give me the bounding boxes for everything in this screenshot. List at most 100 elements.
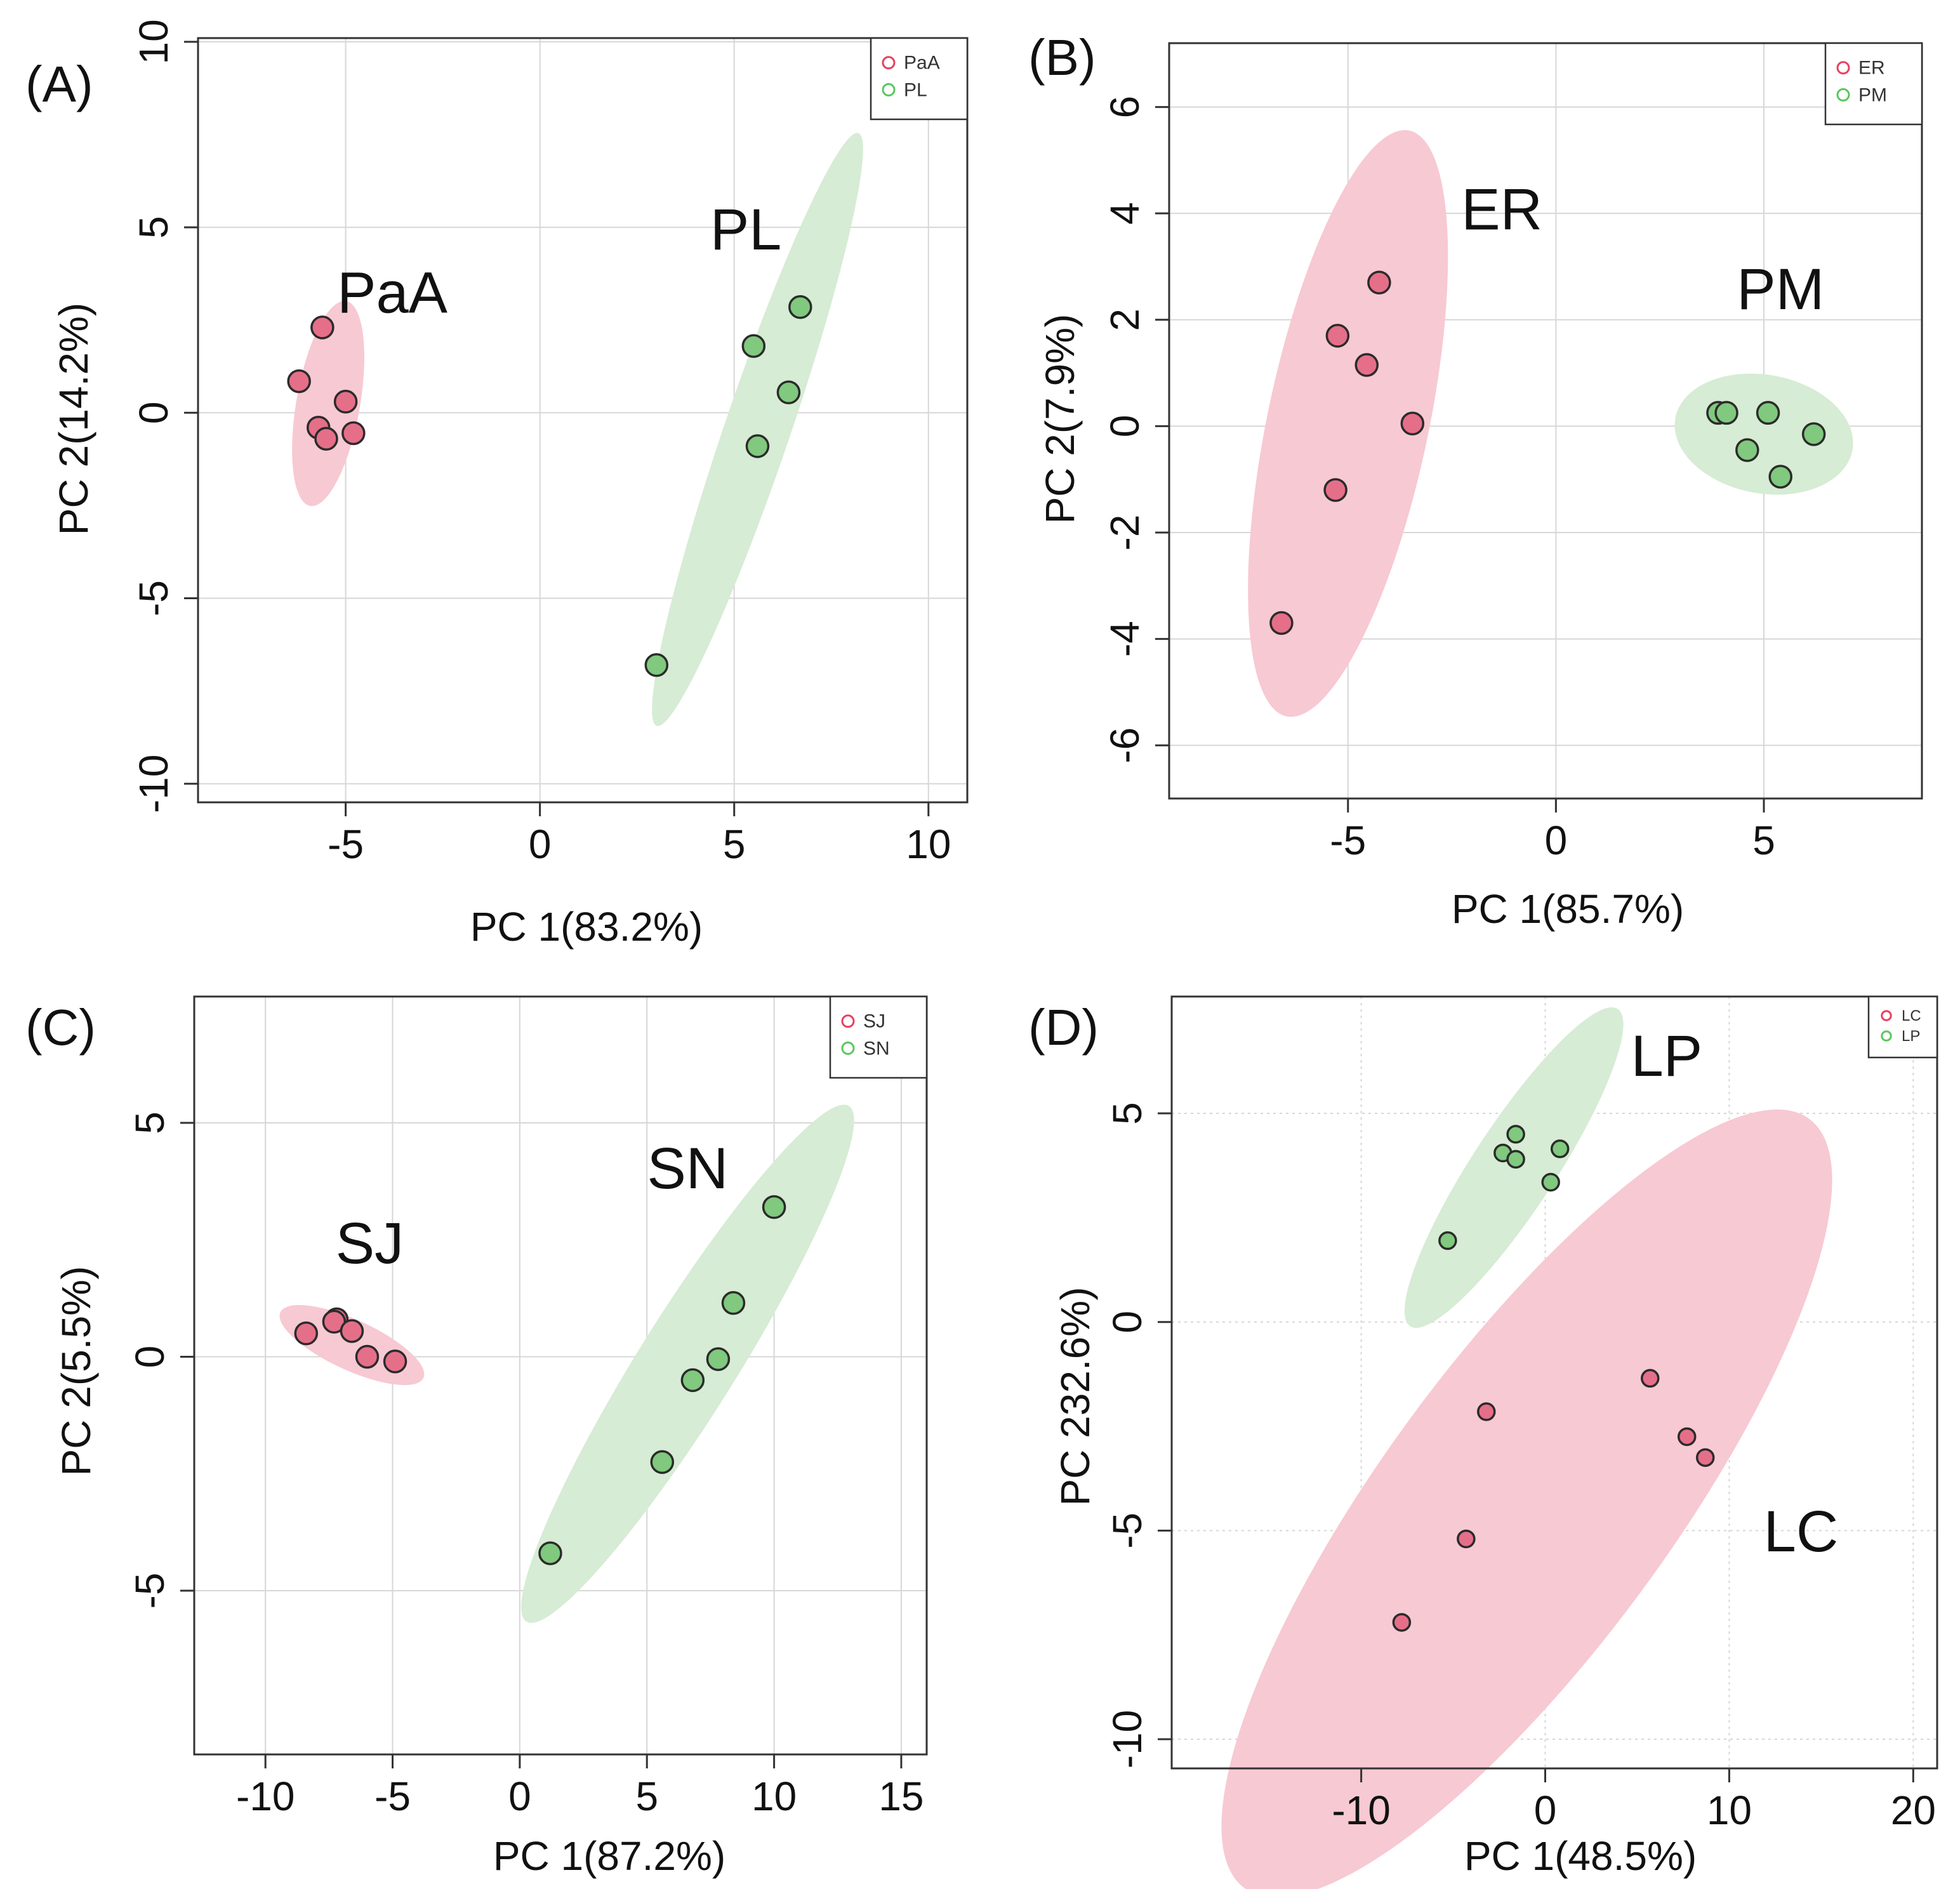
x-tick-label: 0 <box>508 1773 531 1819</box>
data-point-er <box>1367 270 1391 295</box>
data-point-paa <box>333 390 358 414</box>
legend-label-lc: LC <box>1902 1007 1921 1024</box>
panel-label: (A) <box>25 56 93 112</box>
panel-a: -5 0 5 10 -10 -5 0 5 10 PC 1(83.2%) PC 2(14.2%) (A)… <box>25 19 969 950</box>
legend-marker-er <box>1836 61 1850 75</box>
x-tick-label: 10 <box>906 821 951 867</box>
y-tick-label: -5 <box>131 580 176 616</box>
panel-label: (D) <box>1028 999 1099 1056</box>
y-tick-label: 0 <box>1102 415 1148 438</box>
legend-box <box>870 37 969 121</box>
y-tick-label: 10 <box>131 19 176 64</box>
group-annotation-lp: LP <box>1631 1024 1703 1089</box>
y-axis-title: PC 2(5.5%) <box>53 1266 99 1476</box>
y-tick-label: 5 <box>131 216 176 239</box>
y-tick-label: 4 <box>1102 202 1148 225</box>
data-point-sj <box>355 1344 380 1369</box>
data-point-pl <box>788 295 812 319</box>
data-point-paa <box>341 421 366 446</box>
data-point-pl <box>745 434 770 458</box>
data-point-er <box>1400 411 1425 435</box>
data-point-pm <box>1714 401 1738 425</box>
plot-frame <box>1168 42 1923 800</box>
data-point-sn <box>706 1347 731 1371</box>
legend-marker-sn <box>841 1041 855 1055</box>
group-annotation-er: ER <box>1461 177 1542 242</box>
x-tick-label: -5 <box>374 1773 411 1819</box>
legend-marker-pl <box>882 83 896 96</box>
x-tick-label: 5 <box>1752 818 1775 863</box>
legend-marker-lp <box>1881 1030 1892 1042</box>
legend-label-er: ER <box>1858 58 1885 79</box>
data-point-sn <box>762 1195 786 1219</box>
data-point-sj <box>340 1319 364 1343</box>
legend-label-sj: SJ <box>863 1011 885 1032</box>
legend-box <box>829 995 928 1079</box>
y-tick-label: 0 <box>131 402 176 425</box>
data-point-paa <box>314 427 338 451</box>
data-point-er <box>1325 324 1350 348</box>
legend-label-pm: PM <box>1858 84 1887 105</box>
x-tick-label: 15 <box>878 1773 924 1819</box>
y-axis-title: PC 2(7.9%) <box>1037 314 1083 524</box>
data-point-lc <box>1476 1402 1496 1421</box>
x-tick-label: -10 <box>1332 1787 1391 1833</box>
y-tick-label: -10 <box>131 755 176 814</box>
y-tick-label: 5 <box>127 1111 173 1134</box>
group-annotation-paa: PaA <box>337 261 448 326</box>
group-annotation-pl: PL <box>710 197 782 262</box>
data-point-lc <box>1677 1427 1697 1447</box>
data-point-lp <box>1506 1125 1525 1144</box>
y-tick-label: 2 <box>1102 308 1148 331</box>
x-axis-title: PC 1(83.2%) <box>470 904 703 950</box>
legend-box <box>1867 995 1938 1059</box>
data-point-lc <box>1392 1613 1412 1632</box>
data-point-pl <box>741 334 766 358</box>
data-point-lp <box>1438 1231 1457 1250</box>
panel-label: (B) <box>1028 29 1096 86</box>
data-point-sn <box>650 1450 675 1475</box>
group-annotation-lc: LC <box>1764 1499 1839 1564</box>
data-point-pl <box>644 653 669 677</box>
data-point-er <box>1354 353 1379 377</box>
y-tick-label: -5 <box>127 1573 173 1609</box>
data-point-pm <box>1756 401 1780 425</box>
confidence-ellipse-er <box>1248 130 1448 717</box>
x-tick-label: 0 <box>1534 1787 1557 1833</box>
x-axis-title: PC 1(87.2%) <box>493 1833 725 1879</box>
panel-c: -10 -5 0 5 10 15 -5 0 5 PC 1(87.2%) PC 2(5.5%) (C) S… <box>25 995 928 1879</box>
y-tick-label: -5 <box>1104 1513 1150 1549</box>
data-point-sn <box>680 1368 705 1393</box>
data-point-sj <box>383 1349 407 1374</box>
y-tick-label: 6 <box>1102 96 1148 119</box>
confidence-ellipse-sn <box>521 1104 854 1623</box>
x-axis-title: PC 1(48.5%) <box>1464 1833 1697 1879</box>
y-axis-title: PC 2(14.2%) <box>51 303 96 535</box>
data-point-er <box>1269 611 1294 635</box>
y-tick-label: -10 <box>1104 1710 1150 1769</box>
data-point-lc <box>1641 1369 1660 1388</box>
data-point-lp <box>1550 1139 1570 1158</box>
y-tick-label: 0 <box>127 1346 173 1369</box>
data-point-paa <box>287 369 311 394</box>
y-tick-label: -4 <box>1102 621 1148 657</box>
x-tick-label: 10 <box>1707 1787 1752 1833</box>
legend-marker-sj <box>841 1014 855 1028</box>
panel-b: -5 0 5 -6 -4 -2 0 2 4 6 PC 1(85.7%) PC 2(7.9%) (B) ER… <box>1028 29 1923 932</box>
legend-label-paa: PaA <box>904 53 940 74</box>
data-point-er <box>1323 478 1348 502</box>
plot-frame <box>1170 995 1938 1770</box>
legend-label-sn: SN <box>863 1038 890 1059</box>
y-tick-label: -6 <box>1102 727 1148 764</box>
legend-box <box>1824 42 1923 126</box>
y-tick-label: 0 <box>1104 1311 1150 1334</box>
x-tick-label: 20 <box>1891 1787 1936 1833</box>
x-axis-title: PC 1(85.7%) <box>1452 886 1684 932</box>
group-annotation-pm: PM <box>1737 257 1824 322</box>
data-point-pm <box>1768 465 1792 489</box>
confidence-ellipse-pm <box>1674 373 1853 495</box>
legend-marker-pm <box>1836 88 1850 102</box>
data-point-pm <box>1801 422 1826 446</box>
panel-d: -10 0 10 20 -10 -5 0 5 PC 1(48.5%) PC 232.6%) (D) L… <box>1028 995 1938 1889</box>
data-point-lp <box>1541 1172 1560 1192</box>
